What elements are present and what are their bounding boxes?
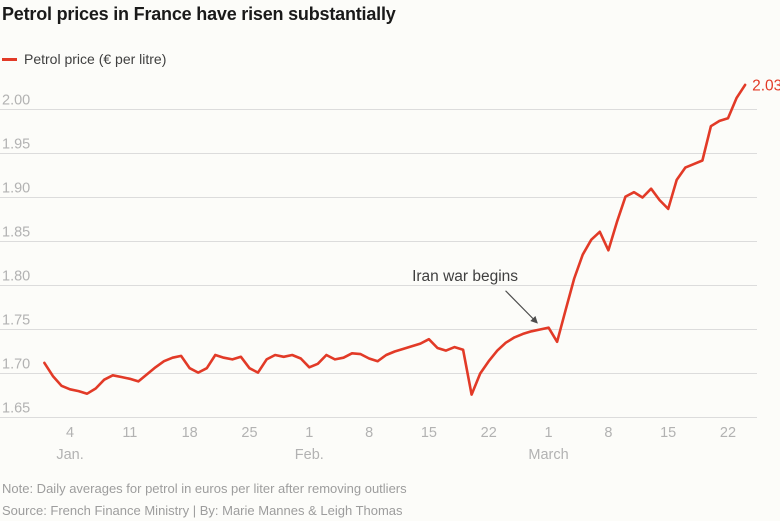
annotation-label: Iran war begins — [412, 268, 518, 285]
y-tick-label: 1.85 — [2, 225, 30, 241]
x-tick-label: 1 — [545, 425, 553, 441]
legend-line-swatch-icon — [2, 57, 17, 61]
x-axis-labels: 4 Jan. 11 18 25 1 Feb. 8 15 22 1 March 8 15 22 — [56, 425, 736, 463]
x-tick-label: 11 — [122, 425, 137, 441]
x-month-label: Jan. — [56, 447, 83, 463]
x-tick-label: 18 — [182, 425, 198, 441]
x-tick-label: 22 — [481, 425, 497, 441]
x-tick-label: 22 — [720, 425, 736, 441]
legend-label: Petrol price (€ per litre) — [24, 51, 167, 67]
x-month-label: Feb. — [295, 447, 324, 463]
y-tick-label: 1.80 — [2, 269, 30, 285]
y-tick-label: 1.90 — [2, 181, 30, 197]
chart-note: Note: Daily averages for petrol in euros… — [2, 481, 407, 496]
x-tick-label: 8 — [604, 425, 612, 441]
y-tick-label: 1.70 — [2, 357, 30, 373]
y-tick-label: 1.95 — [2, 137, 30, 153]
y-tick-label: 1.75 — [2, 313, 30, 329]
y-axis-labels: 1.65 1.70 1.75 1.80 1.85 1.90 1.95 2.00 — [2, 93, 30, 417]
x-tick-label: 8 — [365, 425, 373, 441]
chart-source: Source: French Finance Ministry | By: Ma… — [2, 503, 403, 519]
annotation: Iran war begins — [412, 268, 538, 324]
series-end-value-label: 2.03 — [752, 77, 780, 94]
chart-title: Petrol prices in France have risen subst… — [2, 4, 396, 24]
x-tick-label: 1 — [305, 425, 313, 441]
x-tick-label: 25 — [241, 425, 257, 441]
petrol-price-line-series — [43, 83, 747, 396]
gridlines — [0, 109, 757, 418]
legend: Petrol price (€ per litre) — [2, 51, 166, 67]
chart-footer: Note: Daily averages for petrol in euros… — [2, 478, 407, 521]
x-tick-label: 4 — [66, 425, 74, 441]
x-tick-label: 15 — [421, 425, 437, 441]
annotation-arrow-icon — [505, 290, 538, 324]
x-tick-label: 15 — [660, 425, 676, 441]
y-tick-label: 1.65 — [2, 401, 30, 417]
y-tick-label: 2.00 — [2, 93, 30, 109]
x-month-label: March — [528, 447, 568, 463]
